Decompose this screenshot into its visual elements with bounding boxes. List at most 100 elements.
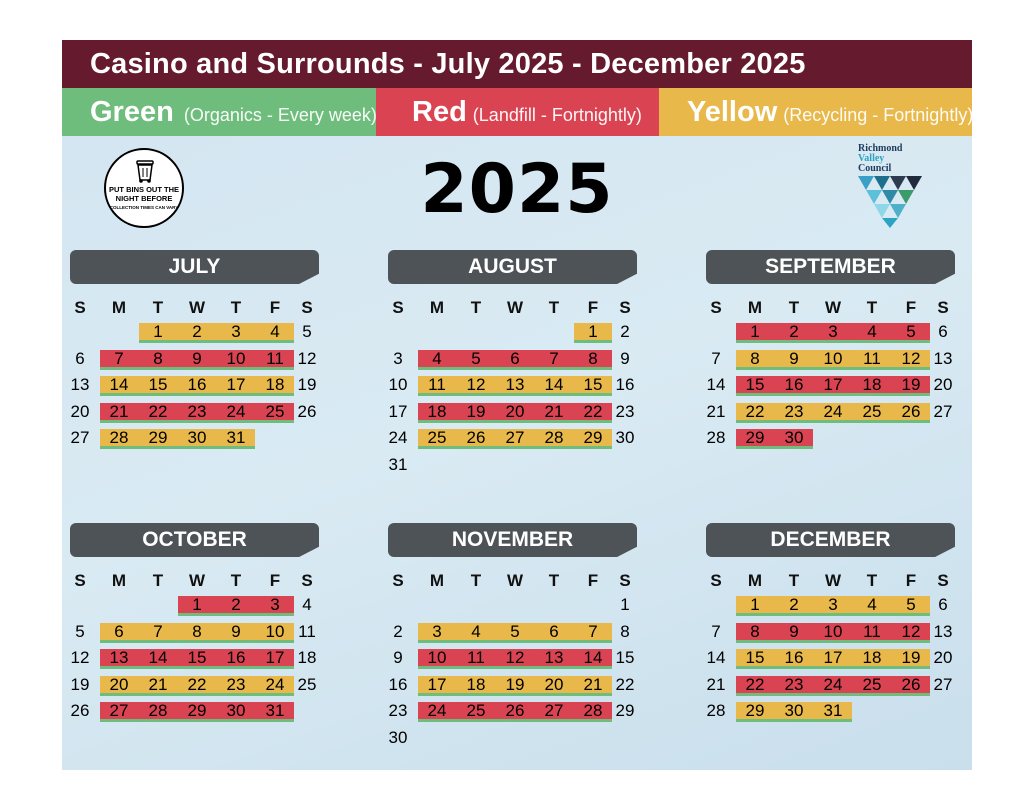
- calendar-day: 13: [933, 348, 953, 368]
- weekday-header: F: [269, 571, 281, 590]
- calendar-day: 30: [615, 428, 635, 447]
- legend-red: Red (Landfill - Fortnightly): [376, 88, 659, 136]
- weekday-header: T: [230, 298, 242, 317]
- council-logo: Richmond Valley Council: [858, 144, 922, 233]
- calendar-day: 14: [583, 648, 603, 667]
- legend-yellow-name: Yellow: [687, 96, 778, 128]
- calendar-day: 10: [823, 348, 843, 368]
- calendar-day: 12: [505, 648, 525, 667]
- calendar-day: 17: [265, 648, 285, 667]
- calendar-day: 22: [745, 401, 765, 421]
- month-name: SEPTEMBER: [706, 250, 955, 284]
- council-name-line3: Council: [858, 163, 892, 174]
- calendar-day: 12: [297, 348, 317, 368]
- calendar-day: 7: [588, 621, 598, 641]
- calendar-day: 10: [823, 621, 843, 641]
- calendar-day: 14: [706, 375, 726, 394]
- month-name: OCTOBER: [70, 523, 319, 557]
- calendar-day: 3: [432, 621, 442, 641]
- weekday-header: S: [619, 571, 631, 590]
- calendar-day: 2: [231, 595, 241, 614]
- green-collection-stripe: [736, 393, 930, 396]
- calendar-day: 3: [828, 322, 838, 341]
- yellow-collection-stripe: [100, 675, 294, 693]
- weekday-header: W: [188, 571, 206, 590]
- yellow-collection-stripe: [100, 376, 294, 393]
- calendar-day: 27: [933, 401, 953, 421]
- calendar-day: 8: [588, 348, 598, 368]
- calendar-day: 31: [265, 701, 285, 720]
- green-collection-stripe: [574, 340, 612, 343]
- red-collection-stripe: [736, 675, 930, 693]
- calendar-day: 1: [153, 322, 163, 341]
- green-collection-stripe: [100, 692, 294, 696]
- calendar-day: 7: [711, 348, 721, 368]
- calendar-day: 5: [302, 322, 312, 341]
- weekday-header: M: [747, 571, 763, 590]
- green-collection-stripe: [178, 613, 294, 616]
- green-collection-stripe: [100, 366, 294, 370]
- calendar-day: 11: [863, 621, 881, 641]
- calendar-day: 3: [231, 322, 241, 341]
- green-collection-stripe: [100, 639, 294, 643]
- green-collection-stripe: [736, 419, 930, 423]
- weekday-header: S: [74, 298, 86, 317]
- month-november: NOVEMBER S M T W T F S 1 2 3 4 5 6 7 8 9 10 11 12 13 14 15 16 17…: [380, 523, 680, 763]
- calendar-day: 9: [231, 621, 241, 641]
- weekday-header: T: [866, 298, 878, 317]
- weekday-header: F: [905, 298, 917, 317]
- weekday-header: T: [230, 571, 242, 590]
- month-july: JULY S M T W T F S 1 2 3 4 5 6 7 8 9 10 11 12 13 14 15 16 17 18 19…: [62, 250, 362, 490]
- calendar-day: 16: [226, 648, 246, 667]
- red-collection-stripe: [736, 429, 813, 446]
- calendar-day: 5: [906, 322, 916, 341]
- calendar-day: 10: [388, 375, 408, 394]
- month-october: OCTOBER S M T W T F S 1 2 3 4 5 6 7 8 9 10 11 12 13 14 15 16 17 1…: [62, 523, 362, 763]
- weekday-header: T: [866, 571, 878, 590]
- calendar-sheet: Casino and Surrounds - July 2025 - Decem…: [62, 40, 972, 770]
- weekday-header: T: [788, 571, 800, 590]
- calendar-day: 24: [823, 674, 843, 694]
- calendar-day: 10: [226, 348, 246, 368]
- calendar-day: 31: [823, 701, 843, 720]
- calendar-day: 1: [750, 595, 760, 614]
- calendar-day: 21: [544, 401, 564, 421]
- calendar-day: 13: [109, 648, 129, 667]
- green-collection-stripe: [736, 692, 930, 696]
- calendar-day: 28: [706, 428, 726, 447]
- calendar-day: 15: [745, 375, 765, 394]
- calendar-day: 23: [784, 401, 804, 421]
- red-collection-stripe: [418, 702, 612, 719]
- calendar-day: 23: [615, 401, 635, 421]
- month-name: JULY: [70, 250, 319, 284]
- calendar-day: 9: [789, 348, 799, 368]
- green-collection-stripe: [418, 393, 612, 396]
- green-collection-stripe: [736, 613, 930, 616]
- weekday-header: W: [188, 298, 206, 317]
- calendar-day: 9: [789, 621, 799, 641]
- red-collection-stripe: [418, 402, 612, 420]
- calendar-day: 29: [148, 428, 168, 447]
- green-collection-stripe: [100, 719, 294, 722]
- calendar-day: 26: [466, 428, 486, 447]
- triangle-mosaic-icon: [858, 176, 922, 228]
- month-name: DECEMBER: [706, 523, 955, 557]
- calendar-day: 23: [784, 674, 804, 694]
- calendar-day: 6: [510, 348, 520, 368]
- calendar-day: 17: [823, 648, 843, 667]
- calendar-day: 19: [70, 674, 90, 694]
- council-name-line2: Valley: [858, 153, 885, 164]
- calendar-day: 19: [901, 648, 921, 667]
- weekday-header: M: [111, 571, 127, 590]
- weekday-header: S: [619, 298, 631, 317]
- calendar-day: 19: [297, 375, 317, 394]
- calendar-day: 16: [388, 674, 408, 694]
- calendar-day: 11: [428, 375, 446, 394]
- calendar-day: 24: [226, 401, 246, 421]
- calendar-day: 12: [466, 375, 486, 394]
- calendar-day: 25: [862, 674, 882, 694]
- green-collection-stripe: [100, 419, 294, 423]
- calendar-day: 15: [583, 375, 603, 394]
- red-collection-stripe: [418, 649, 612, 666]
- red-collection-stripe: [736, 376, 930, 393]
